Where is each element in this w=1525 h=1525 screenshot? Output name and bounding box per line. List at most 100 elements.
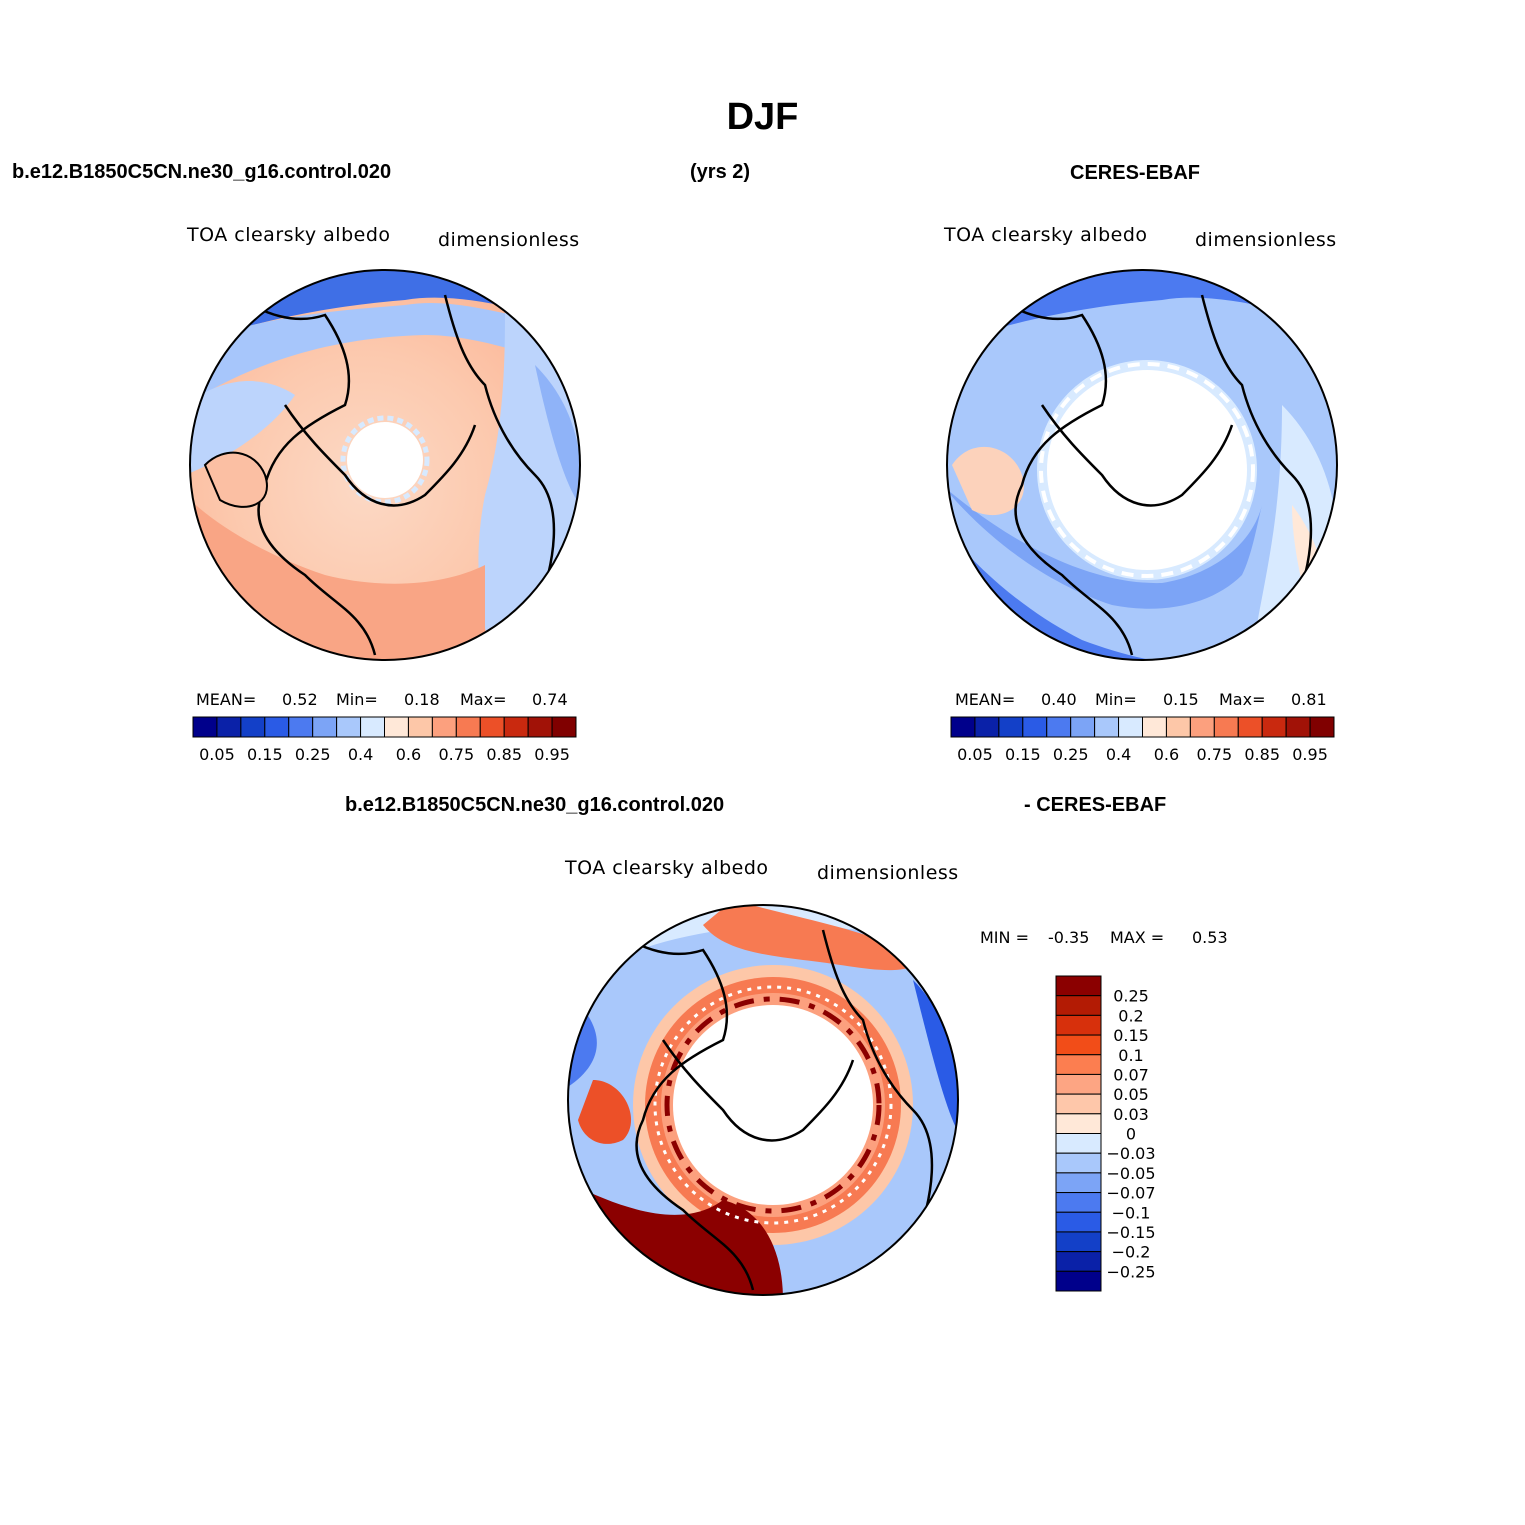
diff-colorbar-swatch (1055, 1152, 1102, 1174)
obs-max-label: Max= (1219, 690, 1266, 709)
obs-colorbar-swatch (974, 716, 1000, 738)
model-colorbar: 0.05 0.15 0.25 0.4 0.6 0.75 0.85 0.95 (192, 716, 577, 764)
diff-colorbar-swatch (1055, 1014, 1102, 1036)
diff-colorbar-tick-label: −0.03 (1106, 1144, 1155, 1163)
diff-colorbar-swatch (1055, 1172, 1102, 1194)
model-colorbar-swatch (360, 716, 385, 738)
obs-name-label: CERES-EBAF (1070, 162, 1201, 184)
diff-colorbar-tick-label: 0.05 (1113, 1085, 1149, 1104)
diff-colorbar-tick-label: 0 (1126, 1125, 1136, 1144)
obs-colorbar-swatch (1237, 716, 1263, 738)
diff-case-label: b.e12.B1850C5CN.ne30_g16.control.020 (345, 794, 725, 816)
obs-colorbar-swatch (1189, 716, 1215, 738)
diff-colorbar-swatch (1055, 995, 1102, 1016)
model-colorbar-swatch (192, 716, 218, 738)
diff-colorbar-swatch (1055, 1192, 1102, 1213)
diff-min-label: MIN = (980, 928, 1029, 947)
model-colorbar-tick-label: 0.6 (396, 745, 421, 764)
diff-colorbar-swatch (1055, 1073, 1102, 1095)
model-colorbar-swatch (479, 716, 505, 738)
model-colorbar-swatch (384, 716, 409, 738)
model-colorbar-swatch (312, 716, 338, 738)
obs-min-label: Min= (1095, 690, 1137, 709)
obs-min-value: 0.15 (1163, 690, 1199, 709)
diff-colorbar-swatch (1055, 975, 1102, 997)
obs-units-label: dimensionless (1195, 229, 1337, 251)
diff-obs-label: - CERES-EBAF (1024, 794, 1167, 816)
obs-colorbar-swatch (1070, 716, 1096, 738)
diff-colorbar-tick-label: −0.07 (1106, 1184, 1155, 1203)
diff-colorbar-tick-label: 0.07 (1113, 1065, 1149, 1084)
diff-variable-label: TOA clearsky albedo (565, 857, 769, 879)
model-colorbar-swatch (527, 716, 553, 738)
obs-colorbar-tick-label: 0.95 (1292, 745, 1328, 764)
model-colorbar-tick-label: 0.15 (247, 745, 283, 764)
diff-colorbar-swatch (1055, 1231, 1102, 1253)
diff-colorbar-tick-label: 0.2 (1118, 1006, 1143, 1025)
diff-min-value: -0.35 (1048, 928, 1090, 947)
diff-colorbar-swatch (1055, 1270, 1102, 1292)
obs-colorbar-tick-label: 0.4 (1106, 745, 1131, 764)
diff-colorbar-swatch (1055, 1034, 1102, 1056)
obs-colorbar-swatch (1285, 716, 1311, 738)
case-name-label: b.e12.B1850C5CN.ne30_g16.control.020 (12, 161, 392, 183)
obs-colorbar-swatch (998, 716, 1024, 738)
obs-colorbar-swatch (1142, 716, 1167, 738)
model-colorbar-swatch (455, 716, 481, 738)
diff-colorbar-tick-label: 0.1 (1118, 1046, 1143, 1065)
obs-mean-label: MEAN= (955, 690, 1016, 709)
model-min-value: 0.18 (404, 690, 440, 709)
obs-colorbar-tick-label: 0.75 (1197, 745, 1233, 764)
diff-colorbar-tick-label: 0.25 (1113, 987, 1149, 1006)
model-colorbar-swatch (288, 716, 314, 738)
model-colorbar-tick-label: 0.75 (439, 745, 475, 764)
obs-colorbar-swatch (1046, 716, 1072, 738)
model-colorbar-swatch (264, 716, 290, 738)
obs-colorbar-swatch (1309, 716, 1335, 738)
obs-colorbar: 0.05 0.15 0.25 0.4 0.6 0.75 0.85 0.95 (950, 716, 1335, 764)
obs-colorbar-swatch (1213, 716, 1239, 738)
diff-units-label: dimensionless (817, 862, 959, 884)
diff-colorbar-swatch (1055, 1093, 1102, 1115)
model-units-label: dimensionless (438, 229, 580, 251)
model-polar-map (189, 269, 581, 661)
obs-colorbar-swatch (1094, 716, 1120, 738)
model-colorbar-swatch (551, 716, 577, 738)
diff-colorbar-tick-label: −0.15 (1106, 1223, 1155, 1242)
obs-max-value: 0.81 (1291, 690, 1327, 709)
obs-variable-label: TOA clearsky albedo (944, 224, 1148, 246)
obs-polar-map (946, 269, 1338, 661)
model-max-label: Max= (460, 690, 507, 709)
model-colorbar-tick-label: 0.85 (486, 745, 522, 764)
model-colorbar-swatch (431, 716, 457, 738)
diff-colorbar-swatch (1055, 1054, 1102, 1075)
obs-colorbar-swatch (1165, 716, 1191, 738)
diff-colorbar-tick-label: −0.25 (1106, 1262, 1155, 1281)
diff-colorbar-swatch (1055, 1133, 1102, 1154)
diff-max-label: MAX = (1110, 928, 1165, 947)
diff-colorbar-tick-label: 0.15 (1113, 1026, 1149, 1045)
diff-colorbar-tick-label: −0.05 (1106, 1164, 1155, 1183)
model-mean-label: MEAN= (196, 690, 257, 709)
years-label: (yrs 2) (690, 161, 751, 183)
obs-colorbar-tick-label: 0.15 (1005, 745, 1041, 764)
diff-colorbar: 0.250.20.150.10.070.050.030−0.03−0.05−0.… (1055, 975, 1156, 1292)
diff-colorbar-swatch (1055, 1211, 1102, 1233)
obs-colorbar-swatch (1261, 716, 1287, 738)
model-colorbar-swatch (503, 716, 529, 738)
model-colorbar-tick-label: 0.05 (199, 745, 235, 764)
model-min-label: Min= (336, 690, 378, 709)
obs-colorbar-tick-label: 0.25 (1053, 745, 1089, 764)
obs-colorbar-tick-label: 0.85 (1244, 745, 1280, 764)
diff-colorbar-swatch (1055, 1251, 1102, 1272)
model-variable-label: TOA clearsky albedo (187, 224, 391, 246)
model-colorbar-swatch (336, 716, 362, 738)
model-colorbar-tick-label: 0.4 (348, 745, 373, 764)
obs-colorbar-swatch (950, 716, 976, 738)
obs-colorbar-tick-label: 0.05 (957, 745, 993, 764)
model-colorbar-swatch (407, 716, 433, 738)
model-colorbar-swatch (216, 716, 242, 738)
model-colorbar-tick-label: 0.95 (534, 745, 570, 764)
obs-colorbar-swatch (1118, 716, 1143, 738)
diff-colorbar-tick-label: 0.03 (1113, 1105, 1149, 1124)
